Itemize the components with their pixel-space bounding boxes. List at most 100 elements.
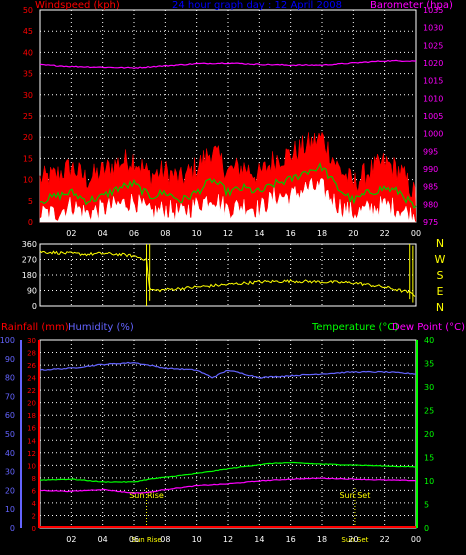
wind-y-tick: 25 — [23, 112, 33, 121]
wind-minimum-series — [39, 177, 416, 223]
barometer-y-tick: 1030 — [423, 24, 443, 33]
direction-y-tick: 180 — [22, 271, 37, 280]
compass-label: S — [437, 269, 444, 282]
direction-y-tick: 360 — [22, 240, 37, 249]
sunrise-marker-axis-label: Sun Rise — [131, 536, 161, 544]
rainfall-y-tick: 18 — [27, 412, 36, 420]
barometer-y-tick: 1010 — [423, 94, 443, 103]
compass-label: W — [435, 253, 446, 266]
temperature-line — [40, 461, 417, 483]
humidity-series — [39, 361, 417, 379]
wind-y-tick: 30 — [23, 91, 33, 100]
temp-x-tick: 02 — [66, 535, 76, 544]
wind-minimum-area — [39, 177, 416, 223]
temp-grid — [40, 340, 417, 528]
barometer-y-tick: 995 — [423, 147, 438, 156]
wind-y-tick: 45 — [23, 27, 33, 36]
temp-x-tick: 14 — [254, 535, 264, 544]
humidity-line — [39, 361, 417, 379]
wind-x-tick: 04 — [98, 229, 108, 238]
barometer-series — [39, 59, 416, 70]
compass-label: N — [436, 237, 444, 250]
temp-x-tick: 18 — [317, 535, 327, 544]
wind-x-tick: 14 — [254, 229, 264, 238]
temperature-y-tick-labels: 0 5 10 15 20 25 30 35 40 — [416, 336, 434, 533]
rainfall-y-tick: 2 — [32, 512, 36, 520]
rainfall-y-tick: 30 — [27, 337, 36, 345]
wind-y-tick: 40 — [23, 48, 33, 57]
wind-x-tick: 02 — [66, 229, 76, 238]
temperature-y-tick: 20 — [424, 430, 434, 439]
barometer-y-tick: 1015 — [423, 77, 443, 86]
rainfall-y-tick: 14 — [27, 437, 36, 445]
wind-x-tick: 08 — [160, 229, 170, 238]
barometer-y-tick: 1025 — [423, 41, 443, 50]
wind-x-tick-labels: 02 04 06 08 10 12 14 16 18 20 22 00 — [66, 229, 421, 238]
temp-x-tick: 06 — [129, 535, 139, 544]
barometer-y-tick: 985 — [423, 183, 438, 192]
wind-y-tick: 20 — [23, 133, 33, 142]
wind-x-tick: 20 — [348, 229, 358, 238]
direction-line — [39, 250, 416, 297]
compass-label: E — [437, 285, 444, 298]
barometer-y-tick: 975 — [423, 218, 438, 227]
barometer-y-tick: 1005 — [423, 112, 443, 121]
wind-y-tick: 50 — [23, 6, 33, 15]
wind-x-tick: 10 — [192, 229, 202, 238]
temperature-y-tick: 15 — [424, 454, 434, 463]
humidity-y-tick: 100 — [0, 336, 15, 345]
temp-x-tick: 00 — [411, 535, 421, 544]
wind-y-tick-labels: 0 5 10 15 20 25 30 35 40 45 50 — [23, 6, 33, 227]
humidity-y-tick: 20 — [5, 486, 15, 495]
humidity-y-tick: 10 — [5, 505, 15, 514]
compass-label: N — [436, 301, 444, 314]
humidity-y-tick: 70 — [5, 392, 15, 401]
dewpoint-line — [39, 477, 416, 495]
barometer-axis-label: Barometer (hpa) — [370, 0, 453, 11]
wind-axis-label: Windspeed (kph) — [35, 0, 120, 11]
wind-y-tick: 35 — [23, 70, 33, 79]
direction-y-tick: 0 — [32, 302, 37, 311]
rainfall-axis-label: Rainfall (mm) — [1, 322, 69, 333]
humidity-y-tick: 50 — [5, 430, 15, 439]
humidity-y-tick: 30 — [5, 468, 15, 477]
temperature-axis-label: Temperature (°C) — [311, 322, 398, 333]
direction-y-tick-labels: 360 270 180 90 0 — [22, 240, 37, 311]
rainfall-y-tick: 8 — [32, 475, 36, 483]
rainfall-y-tick: 10 — [27, 462, 36, 470]
barometer-y-tick: 1020 — [423, 59, 443, 68]
rainfall-y-tick: 20 — [27, 400, 36, 408]
humidity-y-tick: 80 — [5, 374, 15, 383]
temperature-y-tick: 40 — [424, 336, 434, 345]
temp-x-tick: 08 — [160, 535, 170, 544]
rainfall-y-tick: 28 — [27, 350, 36, 358]
temp-x-tick: 16 — [286, 535, 296, 544]
temp-x-tick: 12 — [223, 535, 233, 544]
rainfall-y-tick: 6 — [32, 487, 37, 495]
temp-x-tick: 22 — [380, 535, 390, 544]
humidity-axis-label: Humidity (%) — [68, 322, 134, 333]
direction-y-tick: 270 — [22, 256, 37, 265]
temperature-y-tick: 35 — [424, 360, 434, 369]
wind-y-tick: 10 — [23, 176, 33, 185]
rainfall-y-tick: 0 — [32, 525, 36, 533]
wind-x-tick: 12 — [223, 229, 233, 238]
rainfall-y-tick: 26 — [27, 362, 36, 370]
barometer-y-tick: 1035 — [423, 6, 443, 15]
wind-y-tick: 15 — [23, 154, 33, 163]
wind-x-tick: 16 — [286, 229, 296, 238]
barometer-line — [39, 59, 416, 70]
rainfall-y-tick: 24 — [27, 375, 36, 383]
rainfall-y-tick: 12 — [27, 450, 36, 458]
direction-series — [39, 244, 416, 306]
barometer-y-tick: 980 — [423, 200, 438, 209]
wind-x-tick: 22 — [380, 229, 390, 238]
sun-markers: Sun Rise Sun Rise Sun Set Sun Set — [129, 488, 370, 544]
humidity-y-tick: 60 — [5, 411, 15, 420]
wind-average-line — [39, 162, 417, 210]
